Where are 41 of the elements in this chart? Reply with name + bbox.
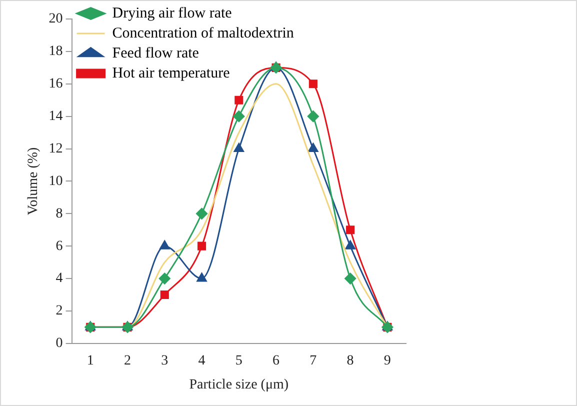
- y-tick-label: 18: [48, 44, 63, 60]
- legend-label: Concentration of maltodextrin: [112, 25, 294, 42]
- legend-label: Feed flow rate: [112, 45, 200, 62]
- point: [234, 143, 244, 152]
- point: [344, 272, 356, 284]
- point: [197, 242, 206, 250]
- point: [308, 143, 318, 152]
- x-axis-title: Particle size (μm): [189, 377, 289, 392]
- y-tick-label: 0: [56, 336, 63, 352]
- point: [160, 240, 170, 250]
- y-tick-label: 2: [56, 304, 63, 319]
- x-tick-label: 6: [272, 353, 280, 368]
- legend-label: Hot air temperature: [112, 65, 230, 82]
- x-tick-label: 2: [124, 353, 131, 368]
- point: [345, 240, 356, 250]
- x-tick-label: 1: [86, 353, 94, 368]
- x-tick-label: 3: [161, 353, 168, 368]
- y-tick-label: 14: [48, 108, 63, 124]
- y-tick-label: 4: [56, 271, 63, 286]
- y-axis-title: Volume (%): [26, 146, 42, 216]
- y-tick-label: 10: [48, 174, 63, 189]
- point: [196, 208, 208, 220]
- point: [233, 110, 245, 122]
- y-tick-label: 20: [48, 12, 63, 27]
- legend-label: Drying air flow rate: [112, 5, 232, 22]
- point: [234, 96, 244, 104]
- point: [346, 226, 355, 234]
- point: [307, 110, 319, 122]
- x-tick-label: 8: [346, 353, 354, 368]
- x-tick-label: 4: [198, 353, 206, 368]
- point: [308, 80, 318, 88]
- x-tick-label: 7: [310, 353, 317, 368]
- y-tick-label: 16: [48, 76, 63, 92]
- y-tick-label: 8: [56, 206, 63, 222]
- x-tick-label: 9: [384, 353, 391, 368]
- point: [158, 272, 170, 284]
- point: [160, 290, 169, 300]
- y-tick-label: 12: [48, 141, 63, 156]
- y-tick-label: 6: [56, 238, 63, 254]
- point: [196, 272, 207, 282]
- x-tick-label: 5: [235, 353, 242, 368]
